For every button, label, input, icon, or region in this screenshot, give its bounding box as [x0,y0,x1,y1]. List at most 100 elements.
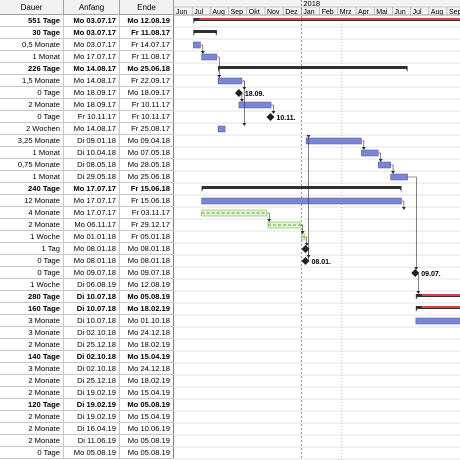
end-cell[interactable]: Fr 05.01.18 [120,231,174,242]
start-cell[interactable]: Di 10.07.18 [64,315,120,326]
duration-cell[interactable]: 2 Monate [0,387,64,398]
milestone-diamond[interactable] [301,245,310,253]
duration-cell[interactable]: 0 Tage [0,447,64,458]
duration-cell[interactable]: 2 Monate [0,423,64,434]
task-row[interactable]: 2 Monate Di 11.06.19 Mo 05.08.19 [0,435,174,447]
start-column-header[interactable]: Anfang [64,0,120,15]
task-row[interactable]: 0 Tage Fr 10.11.17 Fr 10.11.17 [0,111,174,123]
duration-cell[interactable]: 280 Tage [0,291,64,302]
gantt-canvas[interactable]: 2018 Jun Jul Aug Sep Okt Nov Dez Jan Feb Mrz Apr Mai… [174,0,460,460]
summary-task-row[interactable]: 240 Tage Mo 17.07.17 Fr 15.06.18 [0,183,174,195]
duration-cell[interactable]: 30 Tage [0,27,64,38]
duration-cell[interactable]: 226 Tage [0,63,64,74]
task-row[interactable]: 12 Monate Mo 17.07.17 Fr 15.06.18 [0,195,174,207]
summary-task-row[interactable]: 551 Tage Mo 03.07.17 Mo 12.08.19 [0,15,174,27]
duration-cell[interactable]: 0 Tage [0,255,64,266]
duration-cell[interactable]: 2 Monate [0,99,64,110]
end-cell[interactable]: Mo 08.01.18 [120,255,174,266]
end-cell[interactable]: Mo 12.08.19 [120,15,174,26]
milestone-diamond[interactable] [301,257,310,265]
duration-cell[interactable]: 4 Monate [0,207,64,218]
duration-cell[interactable]: 240 Tage [0,183,64,194]
start-cell[interactable]: Di 10.04.18 [64,147,120,158]
task-row[interactable]: 1 Monat Di 10.04.18 Mo 07.05.18 [0,147,174,159]
summary-bar[interactable] [193,30,217,33]
start-cell[interactable]: Mo 17.07.17 [64,195,120,206]
start-cell[interactable]: Di 25.12.18 [64,339,120,350]
duration-cell[interactable]: 1 Monat [0,147,64,158]
end-cell[interactable]: Fr 29.12.17 [120,219,174,230]
end-cell[interactable]: Mo 15.04.19 [120,351,174,362]
end-cell[interactable]: Mo 24.12.18 [120,363,174,374]
start-cell[interactable]: Di 29.05.18 [64,171,120,182]
task-row[interactable]: 2 Monate Di 19.02.19 Mo 15.04.19 [0,387,174,399]
task-row[interactable]: 2 Monate Mo 06.11.17 Fr 29.12.17 [0,219,174,231]
start-cell[interactable]: Di 11.06.19 [64,435,120,446]
duration-cell[interactable]: 1 Monat [0,171,64,182]
end-cell[interactable]: Mo 05.08.19 [120,435,174,446]
end-cell[interactable]: Mo 18.02.19 [120,303,174,314]
task-row[interactable]: 1 Woche Di 06.08.19 Mo 12.08.19 [0,279,174,291]
task-bar[interactable] [305,137,362,145]
duration-cell[interactable]: 3 Monate [0,363,64,374]
start-cell[interactable]: Di 02.10.18 [64,351,120,362]
end-cell[interactable]: Mo 18.02.19 [120,339,174,350]
end-cell[interactable]: Mo 09.04.18 [120,135,174,146]
duration-cell[interactable]: 2 Monate [0,435,64,446]
task-row[interactable]: 1,5 Monate Mo 14.08.17 Fr 22.09.17 [0,75,174,87]
end-cell[interactable]: Fr 25.08.17 [120,123,174,134]
task-bar[interactable] [201,53,218,61]
start-cell[interactable]: Mo 17.07.17 [64,207,120,218]
task-row[interactable]: 1 Monat Di 29.05.18 Mo 25.06.18 [0,171,174,183]
duration-column-header[interactable]: Dauer [0,0,64,15]
end-cell[interactable]: Mo 25.06.18 [120,171,174,182]
duration-cell[interactable]: 0 Tage [0,111,64,122]
start-cell[interactable]: Mo 05.08.19 [64,447,120,458]
start-cell[interactable]: Mo 08.01.18 [64,255,120,266]
task-row[interactable]: 0,75 Monate Di 08.05.18 Mo 28.05.18 [0,159,174,171]
end-cell[interactable]: Mo 24.12.18 [120,327,174,338]
start-cell[interactable]: Mo 18.09.17 [64,87,120,98]
task-row[interactable]: 2 Monate Mo 18.09.17 Fr 10.11.17 [0,99,174,111]
summary-task-row[interactable]: 30 Tage Mo 03.07.17 Fr 11.08.17 [0,27,174,39]
task-row[interactable]: 0,5 Monate Mo 03.07.17 Fr 14.07.17 [0,39,174,51]
start-cell[interactable]: Mo 01.01.18 [64,231,120,242]
task-bar[interactable] [415,317,460,325]
end-cell[interactable]: Mo 08.01.18 [120,243,174,254]
task-row[interactable]: 3,25 Monate Di 09.01.18 Mo 09.04.18 [0,135,174,147]
end-cell[interactable]: Fr 22.09.17 [120,75,174,86]
duration-cell[interactable]: 551 Tage [0,15,64,26]
start-cell[interactable]: Di 19.02.19 [64,387,120,398]
task-row[interactable]: 0 Tage Mo 08.01.18 Mo 08.01.18 [0,255,174,267]
end-cell[interactable]: Mo 12.08.19 [120,279,174,290]
duration-cell[interactable]: 2 Monate [0,339,64,350]
duration-cell[interactable]: 0,75 Monate [0,159,64,170]
gantt-chart[interactable]: 2018 Jun Jul Aug Sep Okt Nov Dez Jan Feb Mrz Apr Mai… [174,0,460,460]
duration-cell[interactable]: 3 Monate [0,327,64,338]
critical-path-bar[interactable] [199,18,460,20]
duration-cell[interactable]: 12 Monate [0,195,64,206]
end-cell[interactable]: Fr 15.06.18 [120,183,174,194]
duration-cell[interactable]: 1,5 Monate [0,75,64,86]
end-cell[interactable]: Fr 14.07.17 [120,39,174,50]
duration-cell[interactable]: 2 Monate [0,375,64,386]
task-row[interactable]: 1 Monat Mo 17.07.17 Fr 11.08.17 [0,51,174,63]
duration-cell[interactable]: 120 Tage [0,399,64,410]
end-column-header[interactable]: Ende [120,0,174,15]
start-cell[interactable]: Mo 14.08.17 [64,123,120,134]
task-row[interactable]: 2 Wochen Mo 14.08.17 Fr 25.08.17 [0,123,174,135]
start-cell[interactable]: Mo 03.07.17 [64,27,120,38]
start-cell[interactable]: Mo 18.09.17 [64,99,120,110]
task-bar[interactable] [193,41,201,49]
end-cell[interactable]: Mo 05.08.19 [120,447,174,458]
duration-cell[interactable]: 2 Monate [0,219,64,230]
start-cell[interactable]: Mo 06.11.17 [64,219,120,230]
start-cell[interactable]: Mo 14.08.17 [64,75,120,86]
task-row[interactable]: 1 Tag Mo 08.01.18 Mo 08.01.18 [0,243,174,255]
end-cell[interactable]: Mo 28.05.18 [120,159,174,170]
summary-task-row[interactable]: 140 Tage Di 02.10.18 Mo 15.04.19 [0,351,174,363]
start-cell[interactable]: Mo 08.01.18 [64,243,120,254]
start-cell[interactable]: Di 08.05.18 [64,159,120,170]
task-row[interactable]: 0 Tage Mo 18.09.17 Mo 18.09.17 [0,87,174,99]
end-cell[interactable]: Mo 07.05.18 [120,147,174,158]
